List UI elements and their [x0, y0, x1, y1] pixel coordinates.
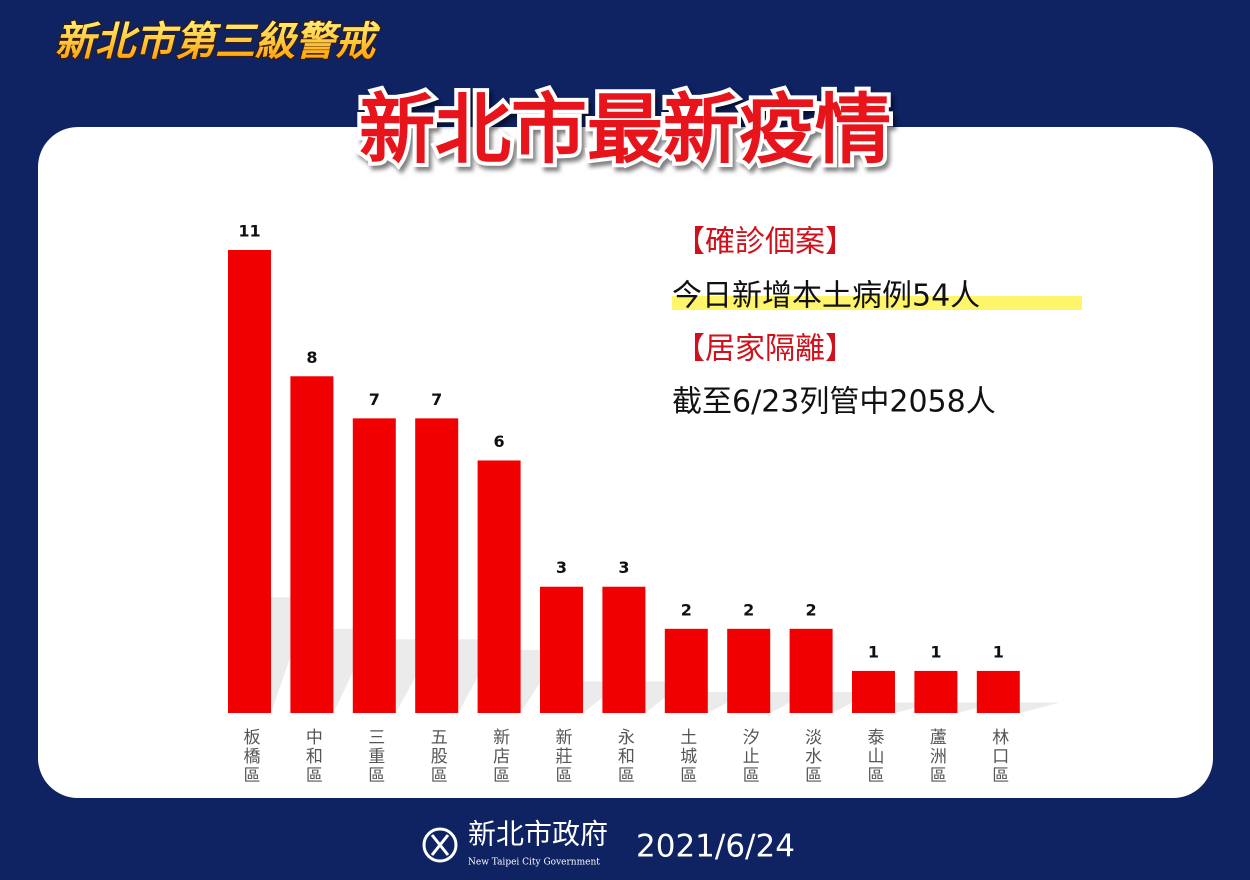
x-tick-label: 蘆洲區	[926, 728, 947, 785]
value-label: 2	[743, 600, 754, 619]
bar	[664, 628, 708, 713]
banner: 新北市第三級警戒	[55, 19, 381, 65]
x-tick-label: 汐止區	[739, 728, 760, 785]
x-tick-label: 土城區	[676, 728, 697, 785]
x-tick-label: 板橋區	[240, 728, 261, 785]
bar	[477, 460, 521, 713]
value-label: 11	[238, 222, 260, 241]
note-text: 截至6/23列管中2058人	[672, 385, 996, 420]
value-label: 2	[681, 600, 692, 619]
bar	[852, 670, 895, 713]
x-tick-label: 泰山區	[864, 728, 885, 785]
x-tick-label: 永和區	[614, 728, 635, 785]
value-label: 1	[868, 642, 879, 661]
x-tick-label: 淡水區	[801, 728, 822, 785]
x-tick-label: 新莊區	[552, 728, 573, 785]
bar	[914, 670, 958, 713]
bar	[352, 418, 396, 713]
x-tick-label: 三重區	[364, 728, 385, 785]
footer-date: 2021/6/24	[636, 829, 795, 865]
highlight	[672, 296, 1082, 310]
bar	[789, 628, 833, 713]
value-label: 6	[494, 432, 505, 451]
bar	[228, 250, 271, 713]
bar	[602, 586, 646, 713]
bar	[976, 670, 1020, 713]
logo	[422, 827, 458, 863]
bar	[727, 628, 771, 713]
value-label: 1	[930, 642, 941, 661]
value-label: 3	[618, 558, 629, 577]
note-heading: 【居家隔離】	[675, 332, 855, 367]
bar	[290, 376, 334, 713]
value-label: 7	[431, 390, 442, 409]
value-label: 3	[556, 558, 567, 577]
value-label: 1	[993, 642, 1004, 661]
note-heading: 【確診個案】	[675, 225, 855, 260]
value-label: 7	[369, 390, 380, 409]
x-tick-label: 中和區	[302, 728, 323, 785]
chart-title: 新北市最新疫情	[359, 85, 891, 174]
note-text: 今日新增本土病例54人	[672, 279, 980, 314]
x-tick-label: 林口區	[988, 728, 1009, 785]
footer-org: 新北市政府	[468, 818, 608, 851]
x-tick-label: 新店區	[489, 728, 510, 785]
footer-org-en: New Taipei City Government	[468, 858, 600, 868]
bar	[415, 418, 459, 713]
value-label: 8	[306, 348, 317, 367]
x-tick-label: 五股區	[427, 728, 448, 785]
bar	[540, 586, 583, 713]
value-label: 2	[806, 600, 817, 619]
